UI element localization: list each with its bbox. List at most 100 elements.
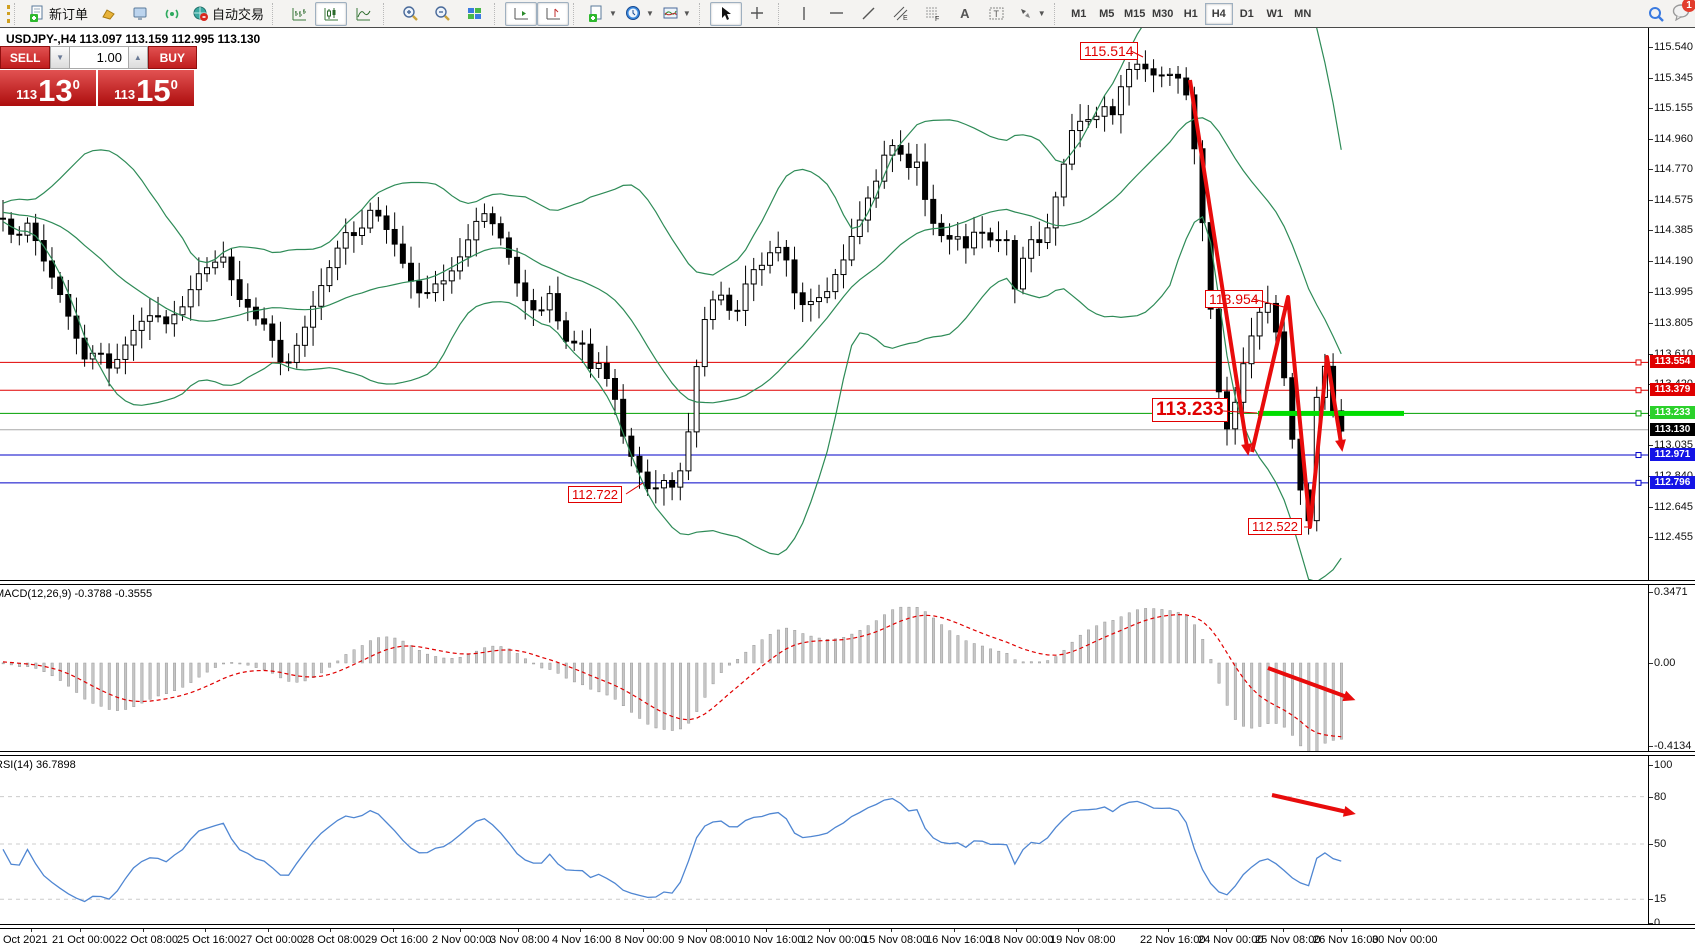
main-chart-panel[interactable] [0,28,1648,582]
horizontal-line-icon [828,5,845,22]
price-label-113.130: 113.130 [1650,422,1695,436]
label-tool-button[interactable]: T [981,2,1013,26]
axis-tick-mark [1649,230,1653,232]
time-tick-mark [1341,928,1342,932]
time-label: 30 Nov 00:00 [1372,934,1438,946]
time-label: 28 Oct 08:00 [302,934,365,946]
timeframe-m5[interactable]: M5 [1099,7,1115,20]
price-label-112.971: 112.971 [1650,448,1695,462]
zoom-in-button[interactable] [394,2,426,26]
signals-button[interactable] [156,2,188,26]
clock-icon [625,5,642,22]
toolbar-separator [698,2,707,25]
signal-icon [164,5,181,22]
volume-up-button[interactable]: ▲ [127,46,148,69]
axis-tick-mark [1649,797,1653,798]
channel-tool-button[interactable]: E [885,2,917,26]
caret-down-icon: ▼ [56,53,65,62]
time-tick-mark [891,928,892,932]
macd-tick: 0.3471 [1654,586,1688,598]
timeframe-mn[interactable]: MN [1294,7,1312,20]
time-label: 21 Oct 00:00 [52,934,115,946]
search-icon[interactable] [1647,5,1664,22]
timeframe-d1[interactable]: D1 [1239,7,1254,20]
time-tick-mark [460,928,461,932]
price-axis[interactable]: 115.540 115.345 115.155 114.960 114.770 114.5… [1648,28,1695,582]
volume-input[interactable] [69,46,128,69]
terminal-button[interactable] [124,2,156,26]
time-label: 19 Nov 08:00 [1050,934,1116,946]
text-tool-button[interactable]: A [949,2,981,26]
timeframe-h1[interactable]: H1 [1183,7,1198,20]
hline-tool-button[interactable] [821,2,853,26]
auto-scroll-button[interactable] [505,1,538,26]
add-indicator-icon [588,5,605,22]
crosshair-tool-button[interactable] [742,2,774,26]
price-tick: 113.995 [1654,286,1693,299]
arrows-tool-button[interactable]: ▼ [1013,2,1050,26]
macd-chart [1,606,1343,752]
timeframe-m30[interactable]: M30 [1152,7,1174,20]
sell-price[interactable]: 113 13 0 [0,70,96,106]
price-tick: 112.455 [1654,530,1693,543]
timeframe-h4[interactable]: H4 [1204,2,1233,25]
sell-button[interactable]: SELL [0,46,51,69]
bar-chart-button[interactable] [283,2,315,26]
macd-tick: 0.00 [1654,657,1676,669]
axis-tick-mark [1649,765,1653,766]
rsi-tick: 80 [1654,791,1667,803]
price-tick: 115.540 [1654,41,1693,53]
cursor-tool-button[interactable] [709,1,742,26]
time-tick-mark [393,928,394,932]
time-label: 4 Nov 16:00 [552,934,612,946]
fibonacci-tool-button[interactable]: F [917,2,949,26]
tile-windows-button[interactable] [458,2,490,26]
time-label: 2 Nov 00:00 [432,934,492,946]
buy-price[interactable]: 113 15 0 [98,70,194,106]
panel-separator[interactable] [0,751,1695,756]
volume-down-button[interactable]: ▼ [50,46,70,69]
new-order-icon [29,5,46,22]
new-order-button[interactable]: 新订单 [25,2,92,26]
macd-panel[interactable]: MACD(12,26,9) -0.3788 -0.3555 [0,585,1648,752]
axis-tick-mark [1649,899,1653,900]
time-label: 9 Nov 08:00 [678,934,738,946]
fibonacci-icon: F [924,5,941,23]
svg-text:F: F [935,16,939,22]
timeframe-w1[interactable]: W1 [1266,7,1283,20]
trendline-tool-button[interactable] [853,2,885,26]
timeframe-group: M1 M5 M15 M30 H1 H4 D1 W1 MN [1065,2,1317,25]
toolbar-separator [14,2,22,25]
autotrading-icon [192,5,209,22]
rsi-panel[interactable]: RSI(14) 36.7898 [0,756,1648,925]
vline-tool-button[interactable] [789,2,821,26]
macd-label: MACD(12,26,9) -0.3788 -0.3555 [0,588,153,600]
buy-button[interactable]: BUY [147,46,198,69]
history-center-button[interactable] [92,2,124,26]
autotrading-label: 自动交易 [212,7,265,22]
template-icon [662,5,679,22]
autotrading-button[interactable]: 自动交易 [188,2,268,26]
toolbar-drag-handle[interactable] [1,4,10,23]
crosshair-icon [749,5,766,22]
notifications-button[interactable]: 1 [1672,0,1695,24]
axis-tick-mark [1649,108,1653,110]
buy-price-point: 0 [170,77,178,92]
zoom-in-icon [402,5,419,22]
add-indicator-button[interactable]: ▼ [584,2,621,26]
time-axis[interactable]: Oct 2021 21 Oct 00:00 22 Oct 08:00 25 Oct 1… [0,928,1695,951]
time-label: Oct 2021 [3,934,48,946]
timeframe-m1[interactable]: M1 [1071,7,1087,20]
time-label: 24 Nov 00:00 [1198,934,1264,946]
time-tick-mark [954,928,955,932]
timeframe-m15[interactable]: M15 [1124,7,1146,20]
period-button[interactable]: ▼ [621,2,658,26]
candlestick-chart-button[interactable] [315,1,348,26]
template-button[interactable]: ▼ [658,2,695,26]
price-annotation-115.514: 115.514 [1080,42,1138,60]
chart-shift-button[interactable] [537,1,570,26]
line-chart-button[interactable] [347,2,379,26]
time-label: 25 Nov 08:00 [1255,934,1321,946]
zoom-out-button[interactable] [426,2,458,26]
panel-separator[interactable] [0,580,1695,585]
